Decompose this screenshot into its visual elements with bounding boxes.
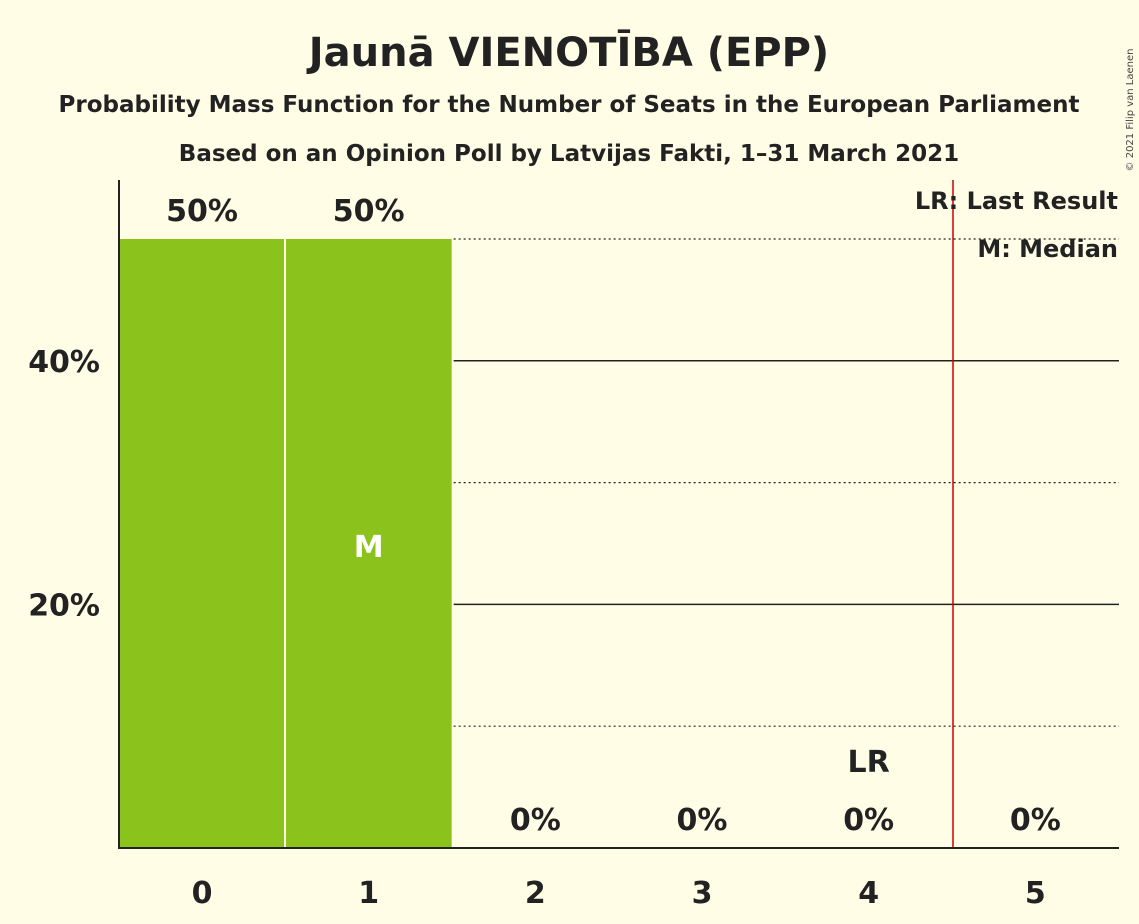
chart-source: Based on an Opinion Poll by Latvijas Fak… (179, 141, 959, 167)
bar (119, 239, 285, 848)
x-tick-label: 1 (358, 876, 379, 911)
bar-value-label: 0% (1010, 803, 1061, 838)
bar-value-label: 50% (333, 194, 405, 229)
bar-value-label: 0% (843, 803, 894, 838)
gridlines (453, 238, 1119, 727)
chart-subtitle: Probability Mass Function for the Number… (59, 92, 1080, 118)
x-tick-label: 3 (692, 876, 713, 911)
x-tick-label: 0 (192, 876, 213, 911)
y-tick-label: 20% (28, 588, 100, 623)
last-result-marker: LR (848, 745, 890, 780)
bar-value-label: 0% (677, 803, 728, 838)
bars (119, 239, 452, 848)
legend: LR: Last Result M: Median (915, 187, 1118, 263)
x-tick-label: 5 (1025, 876, 1046, 911)
labels: 50% 50% M 0% 0% 0% LR 0% (166, 194, 1061, 838)
bar-value-label: 50% (166, 194, 238, 229)
y-tick-label: 40% (28, 345, 100, 380)
median-marker: M (354, 530, 384, 565)
bar (285, 239, 452, 848)
copyright-notice: © 2021 Filip van Laenen (1125, 49, 1136, 172)
x-tick-label: 2 (525, 876, 546, 911)
legend-entry: LR: Last Result (915, 187, 1118, 215)
legend-entry: M: Median (977, 235, 1118, 263)
chart-title: Jaunā VIENOTĪBA (EPP) (306, 28, 829, 76)
bar-value-label: 0% (510, 803, 561, 838)
x-tick-label: 4 (858, 876, 879, 911)
axes: 20% 40% 0 1 2 3 4 5 (28, 180, 1119, 911)
